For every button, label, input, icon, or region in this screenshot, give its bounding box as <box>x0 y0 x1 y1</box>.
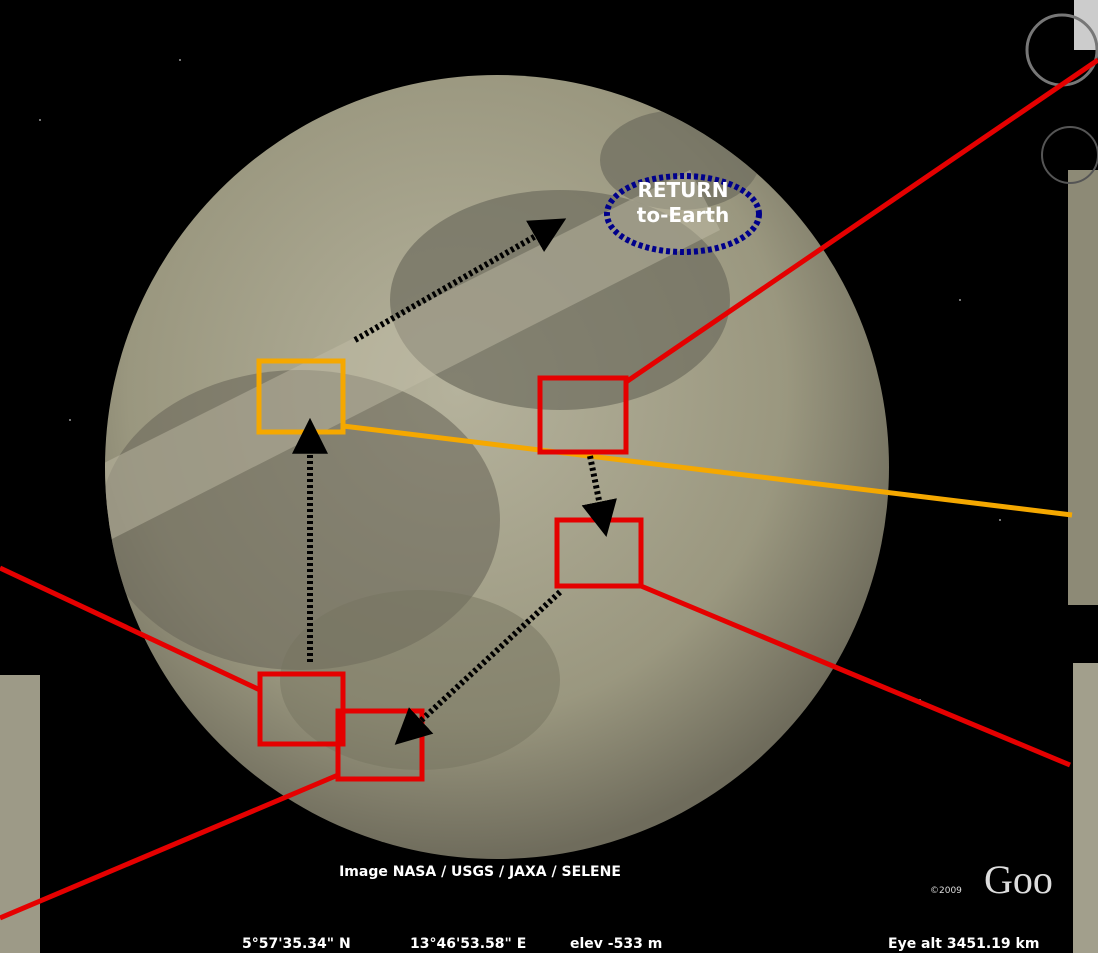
elevation: elev -533 m <box>570 936 662 952</box>
callout-line: to-Earth <box>637 203 729 227</box>
logo-copyright: ©2009 <box>930 886 962 896</box>
latitude: 5°57'35.34" N <box>242 936 351 952</box>
attribution: Image NASA / USGS / JAXA / SELENE <box>339 864 621 880</box>
page: RETURN to-Earth Image NASA / USGS / JAXA… <box>0 0 1098 953</box>
eye-altitude: Eye alt 3451.19 km <box>888 936 1039 952</box>
logo: Goo <box>984 857 1053 902</box>
longitude: 13°46'53.58" E <box>410 936 526 952</box>
map-view: RETURN to-Earth Image NASA / USGS / JAXA… <box>0 0 1098 953</box>
callout-line: RETURN <box>637 178 728 202</box>
